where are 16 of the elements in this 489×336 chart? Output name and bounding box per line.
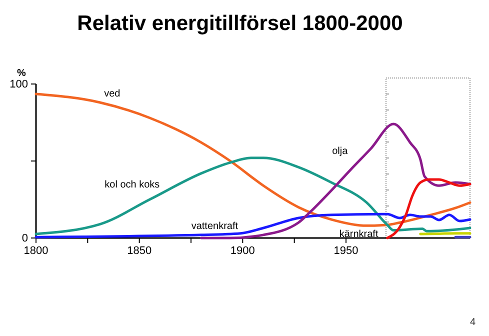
series-label: ved: [104, 88, 120, 100]
x-tick-label: 1900: [230, 244, 255, 257]
x-tick-label: 1850: [127, 244, 152, 257]
y-tick-label: 100: [10, 78, 28, 91]
chart-title: Relativ energitillförsel 1800-2000: [77, 12, 403, 35]
text: 4: [470, 317, 476, 328]
series-label: vattenkraft: [191, 220, 238, 232]
line-series: [386, 178, 472, 240]
x-tick-label: 1950: [334, 244, 358, 257]
series-label: kärnkraft: [339, 229, 378, 240]
y-tick-label: 0: [22, 232, 28, 245]
series-label: olja: [332, 146, 348, 158]
series-label: kol och koks: [104, 180, 160, 190]
x-tick-label: 1800: [24, 244, 48, 257]
y-axis-title: %: [17, 68, 26, 79]
line-series: [34, 156, 472, 236]
